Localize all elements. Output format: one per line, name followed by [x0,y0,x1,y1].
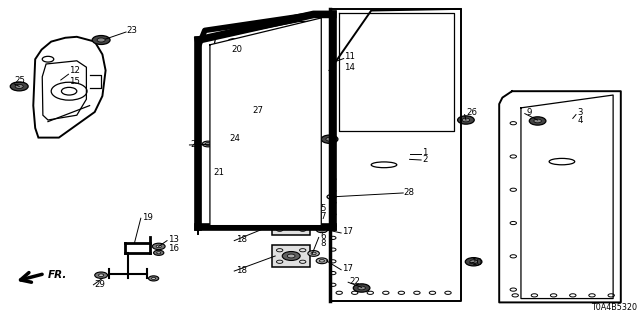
Circle shape [316,227,328,233]
Circle shape [228,39,239,44]
Text: 16: 16 [168,244,179,252]
Circle shape [308,220,319,225]
Text: 13: 13 [168,235,179,244]
Text: 19: 19 [142,213,153,222]
Circle shape [470,260,477,264]
Circle shape [358,286,365,290]
FancyBboxPatch shape [273,213,310,235]
Text: 28: 28 [403,188,414,196]
Text: 15: 15 [69,77,80,86]
FancyBboxPatch shape [273,245,310,267]
Text: 22: 22 [349,277,360,286]
Circle shape [99,274,104,276]
Circle shape [212,116,223,121]
Text: 20: 20 [232,45,243,54]
Text: 14: 14 [344,63,355,72]
Text: 21: 21 [213,168,224,177]
Text: 17: 17 [342,228,353,236]
Circle shape [156,245,161,248]
Circle shape [529,117,546,125]
Text: 26: 26 [466,108,477,117]
Text: 25: 25 [14,76,25,84]
Text: 10: 10 [471,258,482,267]
Text: 1: 1 [422,148,428,157]
Circle shape [15,84,23,88]
Text: 27: 27 [253,106,264,115]
Circle shape [157,252,161,254]
Text: 11: 11 [344,52,355,61]
Circle shape [287,222,295,226]
Text: 24: 24 [229,134,240,143]
Circle shape [282,252,300,260]
Circle shape [215,170,227,176]
Text: 8: 8 [320,239,326,248]
Text: 23: 23 [127,26,138,35]
Circle shape [534,119,541,123]
Circle shape [465,258,482,266]
Text: T0A4B5320: T0A4B5320 [591,303,637,312]
Text: 18: 18 [236,236,246,244]
Text: 20: 20 [191,140,202,148]
Text: 17: 17 [342,264,353,273]
Circle shape [287,254,295,258]
Text: 4: 4 [577,116,583,124]
Circle shape [154,250,164,255]
Polygon shape [210,18,321,226]
Circle shape [458,116,474,124]
Circle shape [152,243,165,250]
Circle shape [308,251,319,256]
Text: 7: 7 [320,212,326,220]
Circle shape [316,258,328,264]
Circle shape [462,118,470,122]
Text: 6: 6 [320,232,326,241]
Circle shape [148,276,159,281]
Text: 5: 5 [320,204,326,213]
Text: 2: 2 [422,155,428,164]
Circle shape [95,272,108,278]
Circle shape [326,137,333,141]
Text: 18: 18 [236,266,246,275]
Circle shape [202,141,214,147]
Circle shape [282,220,300,228]
Circle shape [92,36,110,44]
Text: 9: 9 [526,108,531,116]
Circle shape [152,277,156,279]
Circle shape [353,284,370,292]
Circle shape [321,135,338,143]
Circle shape [10,82,28,91]
Text: 29: 29 [95,280,106,289]
Text: FR.: FR. [48,269,67,280]
Circle shape [97,38,105,42]
Text: 3: 3 [577,108,583,117]
Text: 12: 12 [69,66,80,75]
